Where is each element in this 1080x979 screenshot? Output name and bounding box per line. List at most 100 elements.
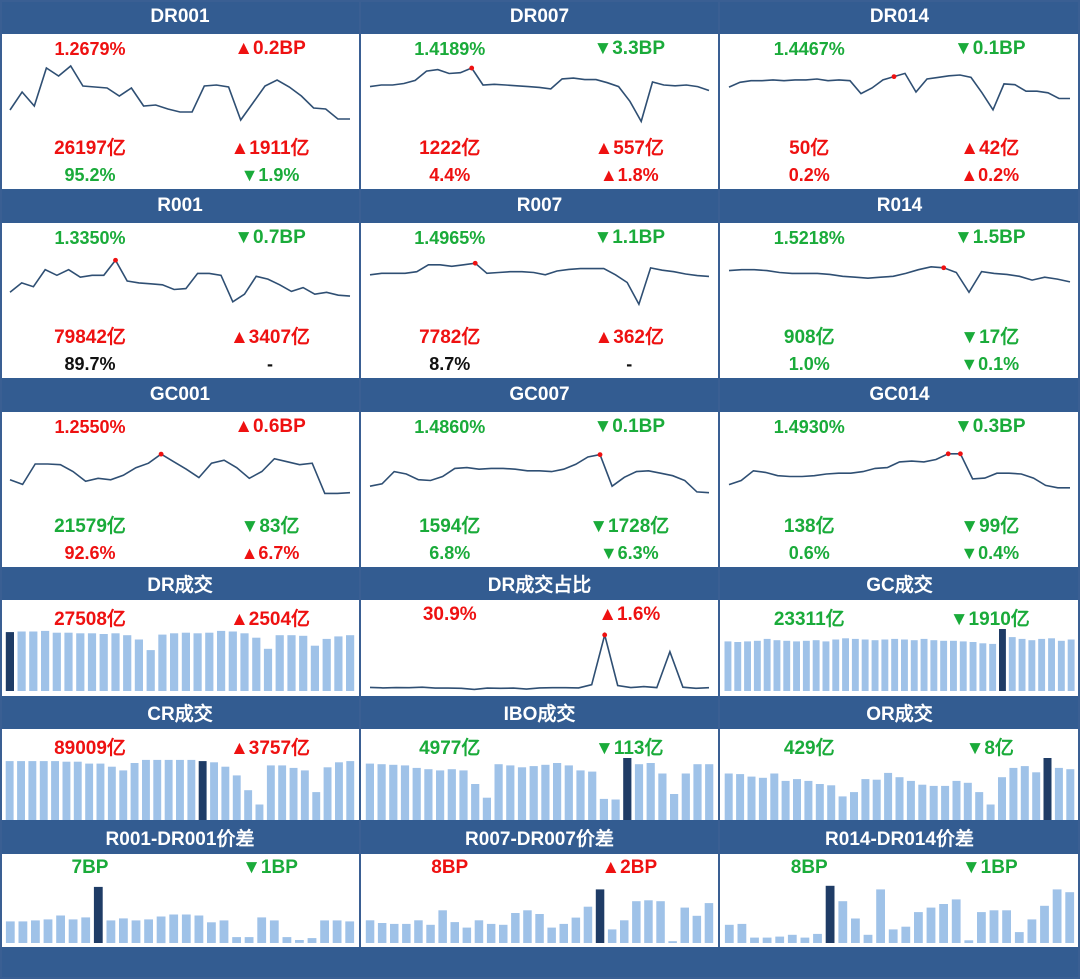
volume-bar [553,763,562,820]
panel-title: DR成交占比 [360,567,719,600]
volume-bar [73,761,82,820]
rate-series-line [369,67,710,124]
spread-bar [18,921,28,943]
volume-bar [736,774,745,820]
volume-bar [198,761,207,820]
rate-value: 1.3350% [54,228,126,248]
panel-title: R014 [719,189,1080,223]
rate-max-point [945,451,951,457]
spread-bar [888,929,898,943]
rate-line-chart [728,265,1071,294]
volume-bar [986,804,995,820]
volume-bar [564,765,573,820]
rate-value: 1.4467% [773,39,845,59]
volume-change: ▼17亿 [960,327,1020,348]
volume-bar [1008,637,1016,691]
volume-bar [634,764,644,820]
rate-max-point [158,451,164,457]
rate-line-chart [369,260,710,307]
rate-max-point [597,452,603,458]
volume-bar [130,763,139,820]
volume-bar [240,633,249,691]
volume-bar [693,764,702,820]
volume-bar [377,764,386,820]
spread-bar [474,920,484,943]
share-value: 1.0% [788,354,830,374]
spread-bar [977,912,986,943]
rate-series-line [728,265,1071,294]
volume-bar [228,631,237,691]
volume-bar [299,635,308,691]
panel-title: DR014 [719,0,1080,34]
volume-bar [221,766,230,820]
panel-title: GC014 [719,378,1080,412]
volume-change: ▲2504亿 [229,609,311,630]
share-value: 95.2% [64,165,116,185]
spread-bar [181,914,191,943]
volume-bar [910,640,918,691]
rate-line-chart [728,72,1070,112]
spread-bar [680,907,689,943]
volume-bar [52,632,61,691]
share-value: 0.2% [788,165,830,185]
volume-bar [310,645,319,691]
volume-change: ▲362亿 [594,327,664,348]
spread-bar [939,904,948,943]
rate-value: 1.4930% [773,417,845,437]
volume-bar [323,767,332,820]
volume-bar [781,780,790,820]
volume-value: 50亿 [789,138,830,159]
spread-bar [257,917,267,943]
volume-bar [969,642,977,691]
volume-bar [76,633,85,691]
volume-bar [346,761,355,820]
spread-bar [547,927,556,943]
spread-bar [43,919,53,943]
share-change: ▼6.3% [599,543,659,563]
spread-bar [559,923,568,943]
rate-value: 1.2679% [54,39,126,59]
volume-bar [906,780,915,820]
volume-value: 23311亿 [773,609,845,630]
volume-bar [1057,640,1065,691]
spread-bar [307,938,317,943]
volume-bar [871,640,879,691]
spread-bar [775,936,785,943]
volume-bar [1054,767,1063,820]
volume-bar [588,771,597,820]
volume-value: 27508亿 [54,609,126,630]
spread-change: ▼1BP [961,857,1018,878]
spread-bar [31,920,40,943]
volume-bar [170,633,179,691]
volume-value: 30.9% [422,604,477,625]
volume-bar [623,758,632,820]
spread-bar [644,900,653,943]
panel-title: R001 [0,189,360,223]
spread-bar [232,937,241,943]
spread-bar [1002,910,1011,943]
share-value: 8.7% [429,354,471,374]
spread-bar [825,885,835,943]
spread-bar [119,918,128,943]
spread-bar [131,920,141,943]
share-change: - [626,354,633,374]
spread-bar [402,923,411,943]
volume-bar [940,640,948,691]
volume-bar [827,785,836,820]
share-value: 0.6% [788,543,830,563]
spread-bar [692,915,702,943]
volume-bar [1043,758,1052,820]
volume-bar [758,777,767,820]
volume-bar [861,779,870,820]
volume-bar [950,640,957,691]
spread-bar [486,923,496,943]
volume-value: 908亿 [783,327,835,348]
spread-bar [926,907,936,943]
volume-bar [5,761,14,820]
volume-bar [278,765,287,820]
volume-bar [365,763,374,820]
rate-series-line [728,452,1070,489]
spread-bar [876,889,885,943]
volume-bar [842,638,849,691]
rate-line-chart [369,452,710,494]
